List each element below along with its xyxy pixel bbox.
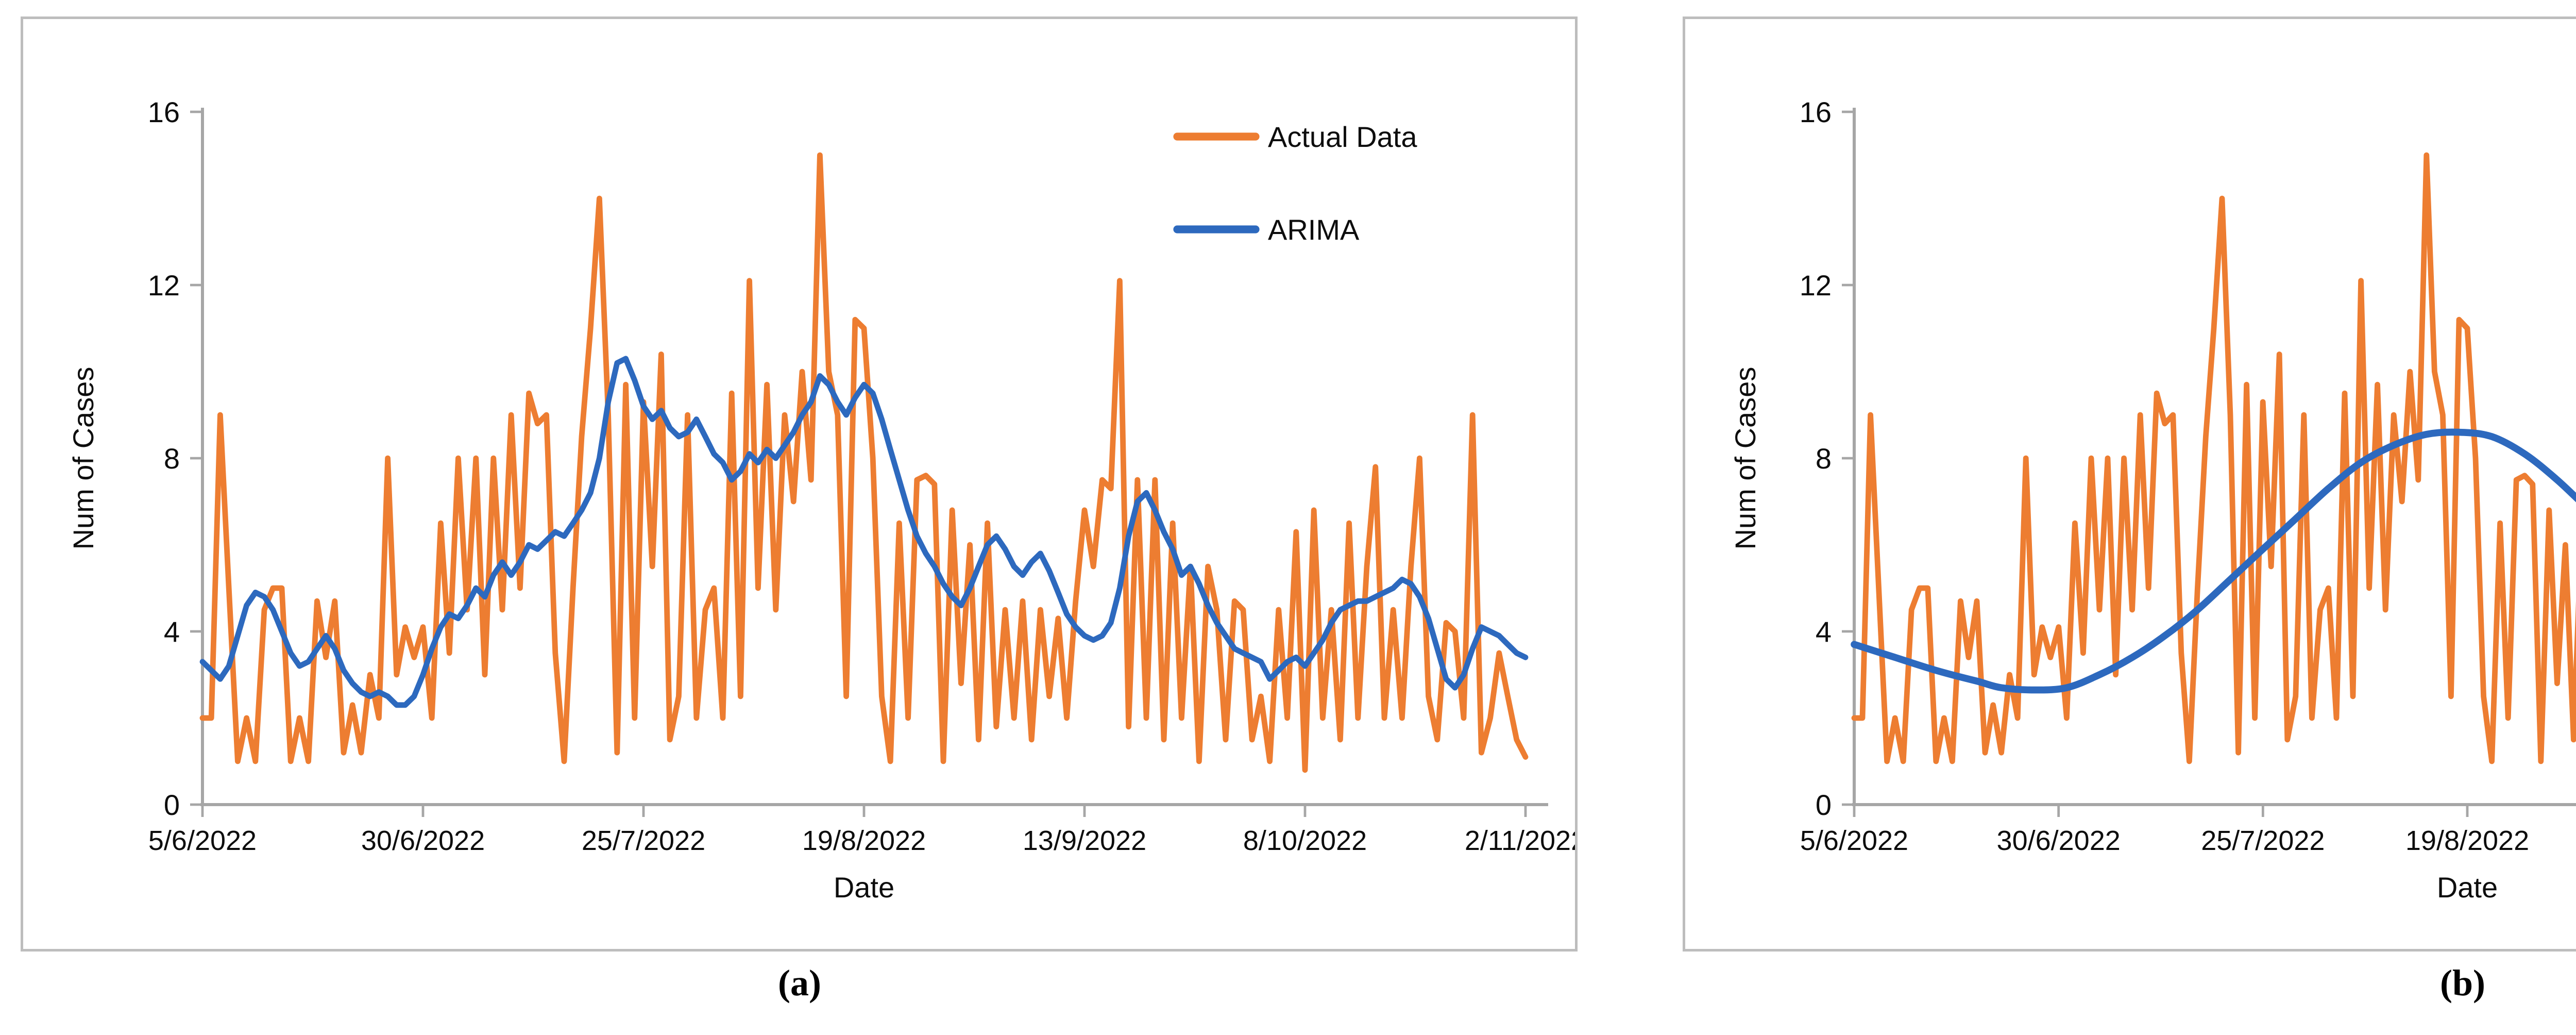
x-tick-label: 25/7/2022 [2201,825,2325,856]
y-tick-label: 12 [148,269,180,302]
actual-data-line [1851,152,2576,764]
caption-b: (b) [2440,962,2485,1004]
x-tick-label: 30/6/2022 [361,825,485,856]
x-tick-label: 19/8/2022 [802,825,926,856]
y-tick-label: 16 [148,96,180,128]
arima-line [199,356,1529,708]
x-tick-label: 8/10/2022 [1243,825,1367,856]
x-tick-label: 2/11/2022 [1465,825,1575,856]
x-tick-label: 13/9/2022 [1023,825,1146,856]
actual-data-line [199,152,1529,773]
legend-label-arima: ARIMA [1268,213,1360,246]
y-tick-label: 0 [1816,789,1832,821]
caption-a: (a) [778,962,821,1004]
chart-panel-b: 0 4 8 12 16 5/6/2022 30/6/2022 25/7/2022 19/8/20… [1683,16,2576,951]
chart-panels-row: 0 4 8 12 16 5/6/2022 30/6/2022 25/7/2022 19/8/20… [21,16,2576,951]
x-axis-title: Date [834,871,894,904]
y-axis-title: Num of Cases [67,367,99,550]
x-tick-label: 5/6/2022 [1800,825,1908,856]
y-axis-title: Num of Cases [1729,367,1761,550]
chart-panel-a: 0 4 8 12 16 5/6/2022 30/6/2022 25/7/2022 19/8/20… [21,16,1578,951]
x-tick-label: 19/8/2022 [2405,825,2529,856]
x-tick-label: 5/6/2022 [148,825,257,856]
y-tick-label: 0 [164,789,180,821]
chart-b: 0 4 8 12 16 5/6/2022 30/6/2022 25/7/2022 19/8/20… [1729,96,2576,904]
x-tick-label: 30/6/2022 [1997,825,2121,856]
captions-row: (a) (b) [0,962,2576,1005]
chart-a: 0 4 8 12 16 5/6/2022 30/6/2022 25/7/2022 19/8/20… [67,96,1575,904]
y-tick-label: 16 [1800,96,1832,128]
x-tick-label: 25/7/2022 [582,825,705,856]
y-tick-label: 4 [1816,615,1832,648]
y-tick-label: 8 [1816,442,1832,475]
y-tick-label: 12 [1800,269,1832,302]
svm-line [1851,428,2576,694]
legend-label-actual-data: Actual Data [1268,121,1417,153]
y-tick-label: 8 [164,442,180,475]
y-tick-label: 4 [164,615,180,648]
x-axis-title: Date [2437,871,2498,904]
